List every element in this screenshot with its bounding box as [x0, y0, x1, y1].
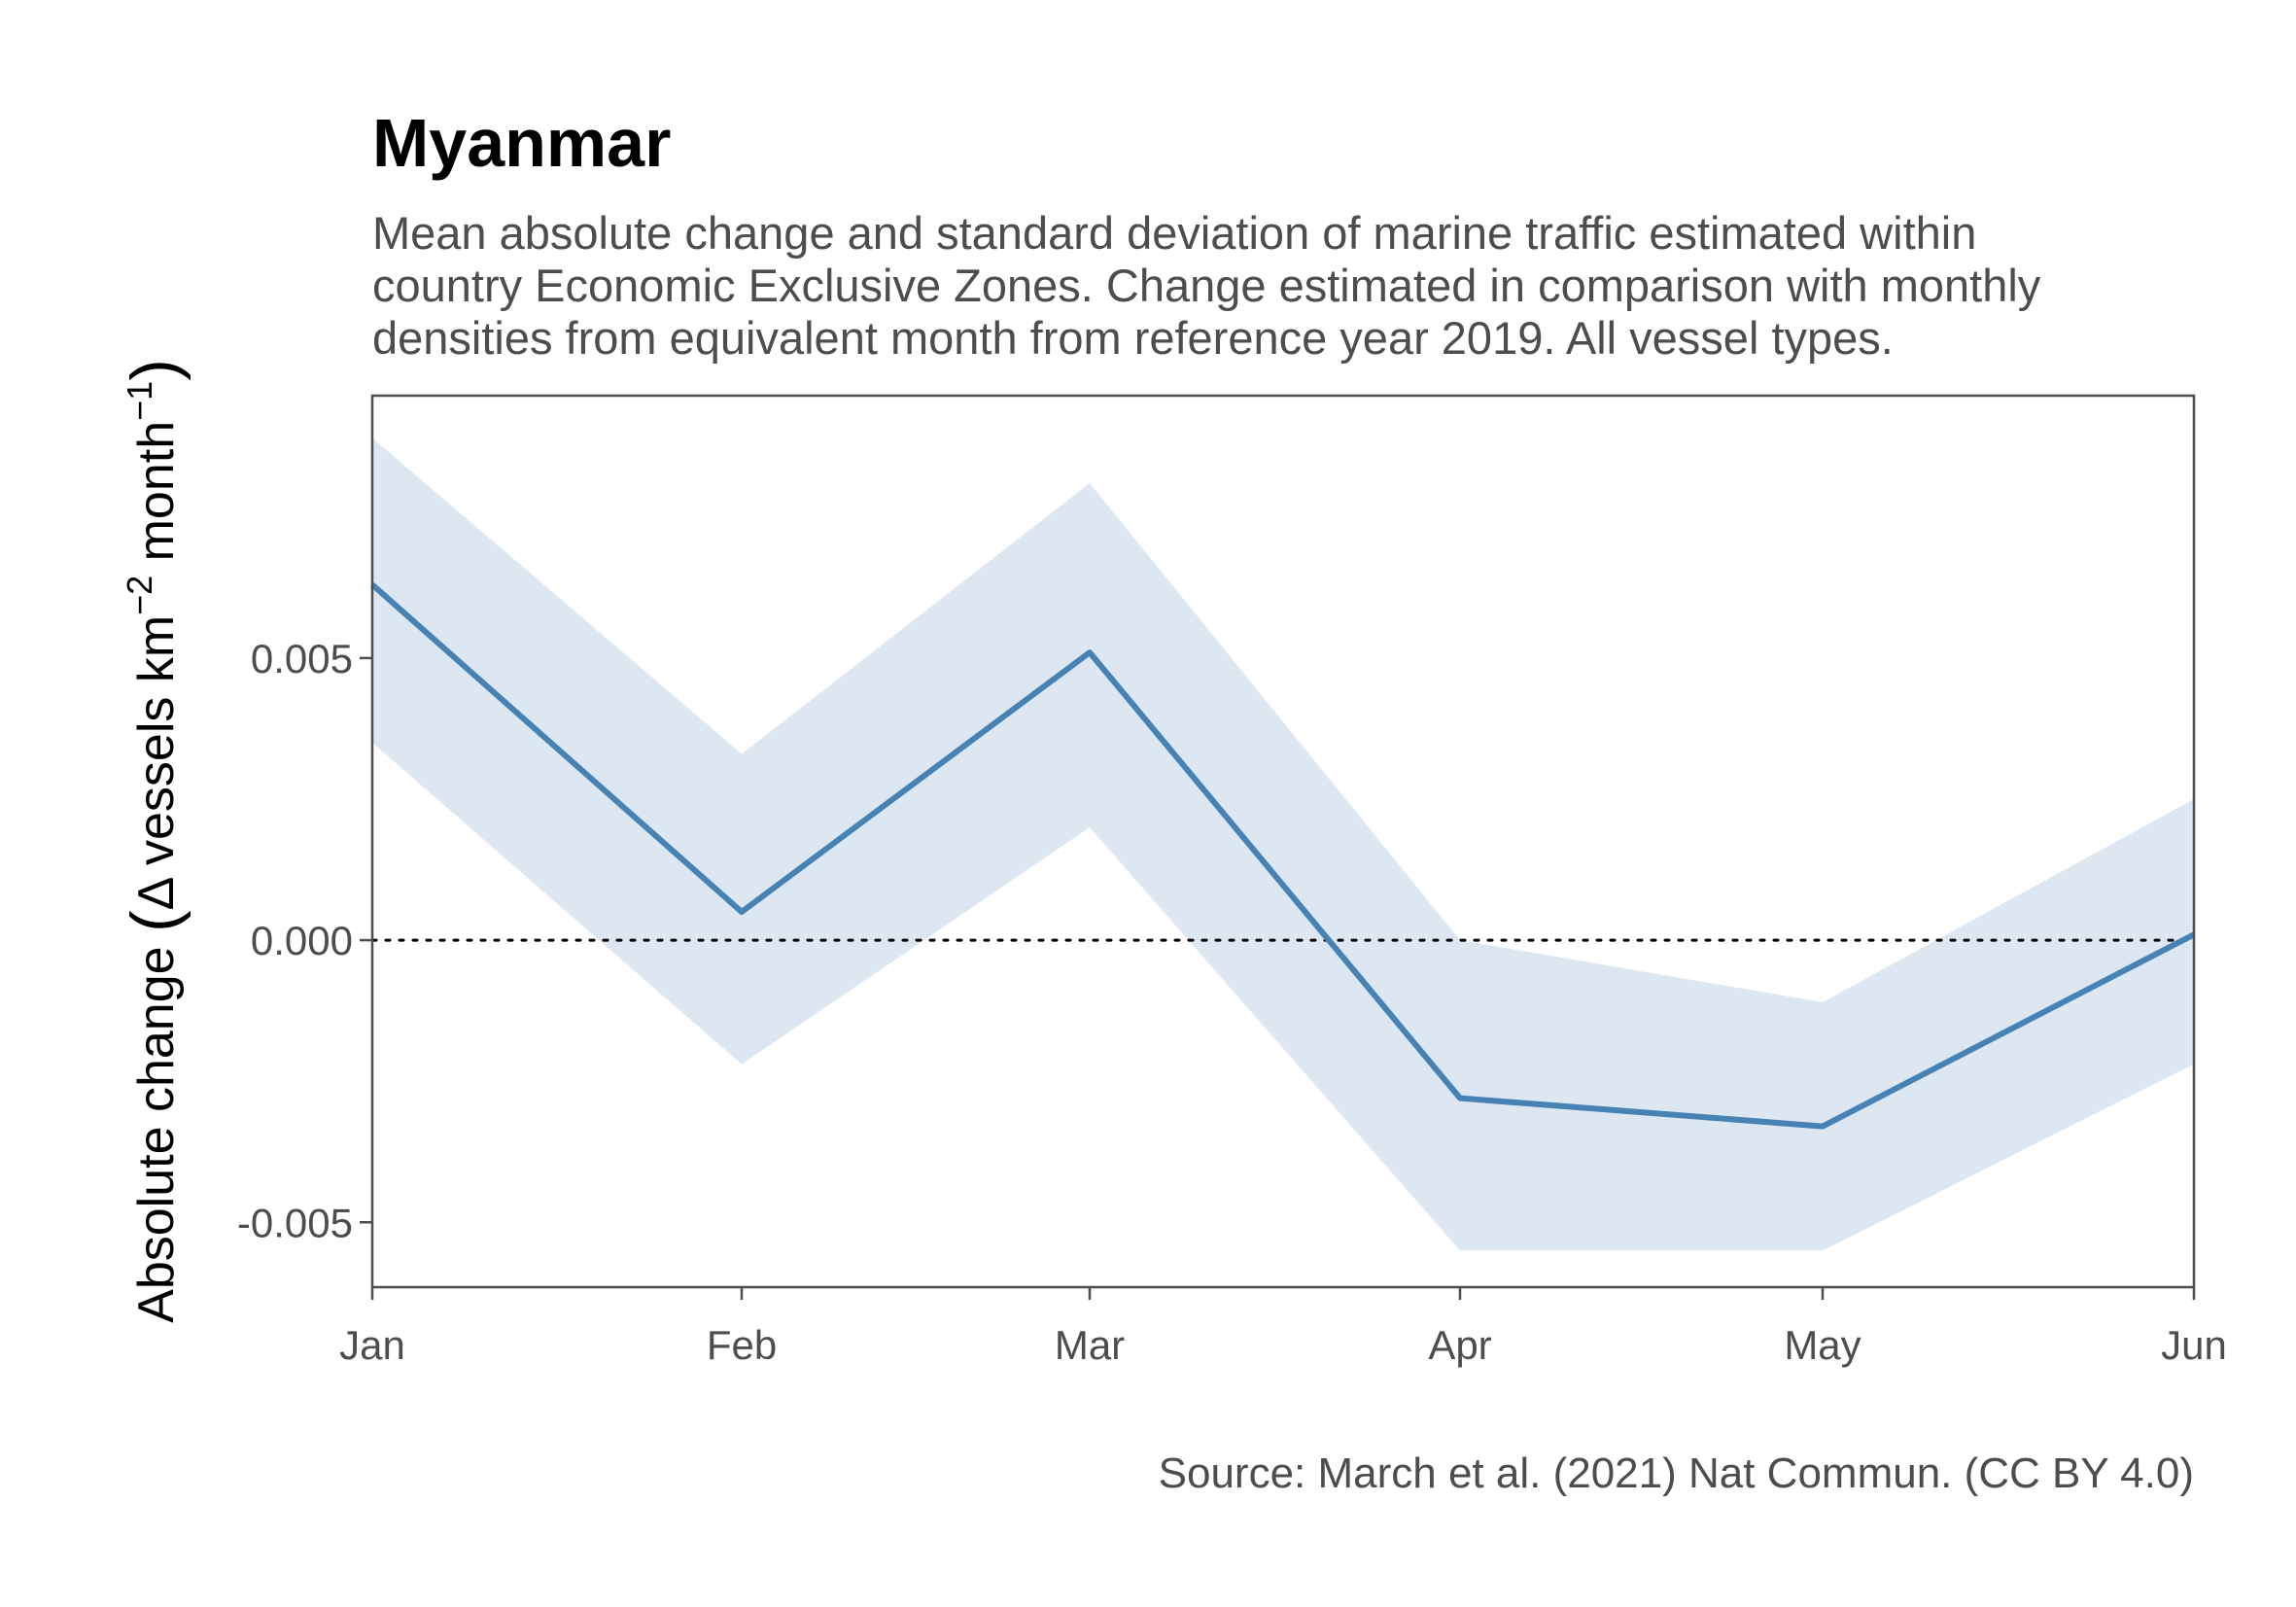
x-tick-label-mar: Mar: [1055, 1322, 1125, 1368]
y-axis-title-open-paren: (: [118, 910, 191, 932]
subtitle-line-3: densities from equivalent month from ref…: [372, 312, 1894, 364]
y-tick-label: 0.000: [251, 918, 353, 963]
chart-caption: Source: March et al. (2021) Nat Commun. …: [1159, 1450, 2194, 1497]
y-axis: -0.005 0.000 0.005: [237, 636, 372, 1245]
ribbon-layer: [372, 437, 2194, 1251]
y-axis-title-prefix: Absolute change: [128, 932, 185, 1323]
series-line: [370, 582, 2196, 1130]
y-tick-label: 0.005: [251, 636, 353, 681]
x-axis: Jan Feb Mar Apr May Jun: [339, 1287, 2227, 1368]
data-point-feb: [741, 911, 743, 913]
data-point-apr: [1459, 1098, 1461, 1100]
chart-subtitle: Mean absolute change and standard deviat…: [372, 207, 2219, 365]
y-axis-title-close-paren: ): [118, 359, 191, 381]
data-point-mar: [1089, 651, 1091, 653]
y-axis-title: Absolute change (Δ vessels km−2 month−1): [118, 359, 191, 1323]
y-axis-title-sup-2: −1: [120, 381, 159, 421]
y-axis-title-units: vessels km: [128, 615, 185, 880]
x-tick-label-feb: Feb: [707, 1322, 777, 1368]
y-tick-label: -0.005: [237, 1200, 353, 1245]
y-axis-title-delta: Δ: [128, 877, 185, 910]
x-tick-label-apr: Apr: [1428, 1322, 1491, 1368]
subtitle-line-1: Mean absolute change and standard deviat…: [372, 207, 1977, 259]
subtitle-line-2: country Economic Exclusive Zones. Change…: [372, 260, 2041, 311]
panel-border: [370, 394, 2196, 1289]
x-tick-label-jan: Jan: [339, 1322, 405, 1368]
sd-ribbon: [372, 437, 2194, 1251]
x-tick-label-may: May: [1784, 1322, 1861, 1368]
data-point-may: [1822, 1126, 1824, 1128]
y-axis-title-month: month: [128, 421, 185, 576]
chart-title: Myanmar: [372, 105, 672, 181]
x-tick-label-jun: Jun: [2161, 1322, 2227, 1368]
y-axis-title-sup-1: −2: [120, 576, 159, 615]
